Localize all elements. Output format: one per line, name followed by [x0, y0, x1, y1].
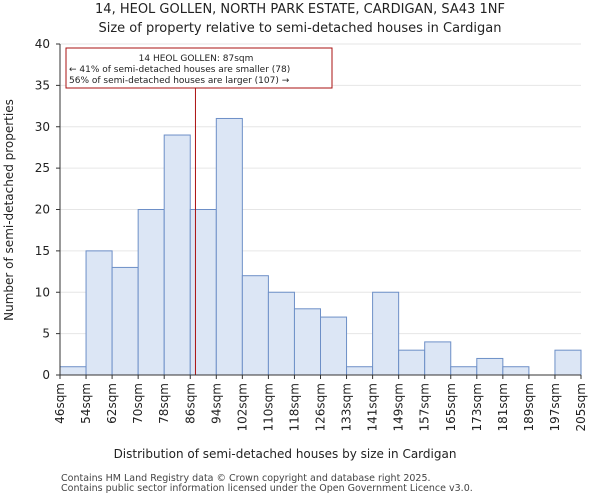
bar [450, 366, 478, 376]
bars [59, 117, 582, 376]
bar [215, 117, 243, 376]
x-tick-label: 70sqm [131, 383, 145, 424]
y-tick-label: 5 [42, 327, 50, 341]
x-tick-label: 102sqm [235, 383, 249, 431]
bar [241, 275, 269, 376]
x-tick-label: 173sqm [470, 383, 484, 431]
x-tick-label: 189sqm [522, 383, 536, 431]
bar [293, 308, 322, 376]
x-tick-label: 205sqm [574, 383, 588, 431]
bar [85, 250, 113, 376]
x-tick-label: 149sqm [392, 383, 406, 431]
x-tick-label: 126sqm [314, 383, 328, 431]
bar [163, 134, 191, 376]
bar [189, 209, 217, 376]
bar [398, 349, 426, 376]
x-tick-label: 141sqm [366, 383, 380, 431]
x-tick-label: 118sqm [287, 383, 301, 431]
annotation-line-1: 14 HEOL GOLLEN: 87sqm [139, 54, 254, 64]
y-tick-label: 25 [35, 161, 50, 175]
y-tick-label: 40 [35, 37, 50, 51]
x-tick-label: 86sqm [183, 383, 197, 424]
bar [502, 366, 530, 376]
y-tick-label: 15 [35, 244, 50, 258]
bar [476, 357, 504, 376]
bar [372, 291, 400, 376]
x-tick-label: 197sqm [548, 383, 562, 431]
x-tick-label: 54sqm [79, 383, 93, 424]
x-tick-label: 46sqm [53, 383, 67, 424]
footer-line-1: Contains HM Land Registry data © Crown c… [61, 473, 431, 484]
bar [320, 316, 348, 376]
x-axis-label: Distribution of semi-detached houses by … [114, 447, 457, 461]
y-axis-label: Number of semi-detached properties [2, 99, 16, 321]
x-axis-ticks: 46sqm 54sqm 62sqm 70sqm 78sqm 86sqm 94sqm 102sq… [53, 375, 588, 431]
x-tick-label: 110sqm [261, 383, 275, 431]
y-tick-label: 20 [35, 203, 50, 217]
annotation-line-3: 56% of semi-detached houses are larger (… [69, 76, 290, 86]
x-tick-label: 165sqm [444, 383, 458, 431]
bar [346, 366, 374, 376]
bar [137, 209, 165, 376]
y-tick-label: 0 [42, 368, 50, 382]
bar [267, 291, 295, 376]
x-tick-label: 157sqm [418, 383, 432, 431]
y-tick-label: 30 [35, 120, 50, 134]
x-tick-label: 133sqm [340, 383, 354, 431]
annotation-box [65, 47, 333, 89]
chart-subtitle: Size of property relative to semi-detach… [98, 21, 501, 36]
bar [111, 266, 139, 376]
bar [554, 349, 582, 376]
y-axis-ticks: 0 5 10 15 20 25 30 35 40 [35, 37, 60, 382]
x-tick-label: 62sqm [105, 383, 119, 424]
footer-line-2: Contains public sector information licen… [61, 483, 473, 494]
bar [59, 366, 87, 376]
x-tick-label: 78sqm [157, 383, 171, 424]
y-tick-label: 10 [35, 285, 50, 299]
annotation-line-2: ← 41% of semi-detached houses are smalle… [69, 65, 290, 75]
y-tick-label: 35 [35, 78, 50, 92]
chart-title: 14, HEOL GOLLEN, NORTH PARK ESTATE, CARD… [95, 2, 505, 17]
x-tick-label: 94sqm [209, 383, 223, 424]
x-tick-label: 181sqm [496, 383, 510, 431]
bar [424, 341, 452, 376]
